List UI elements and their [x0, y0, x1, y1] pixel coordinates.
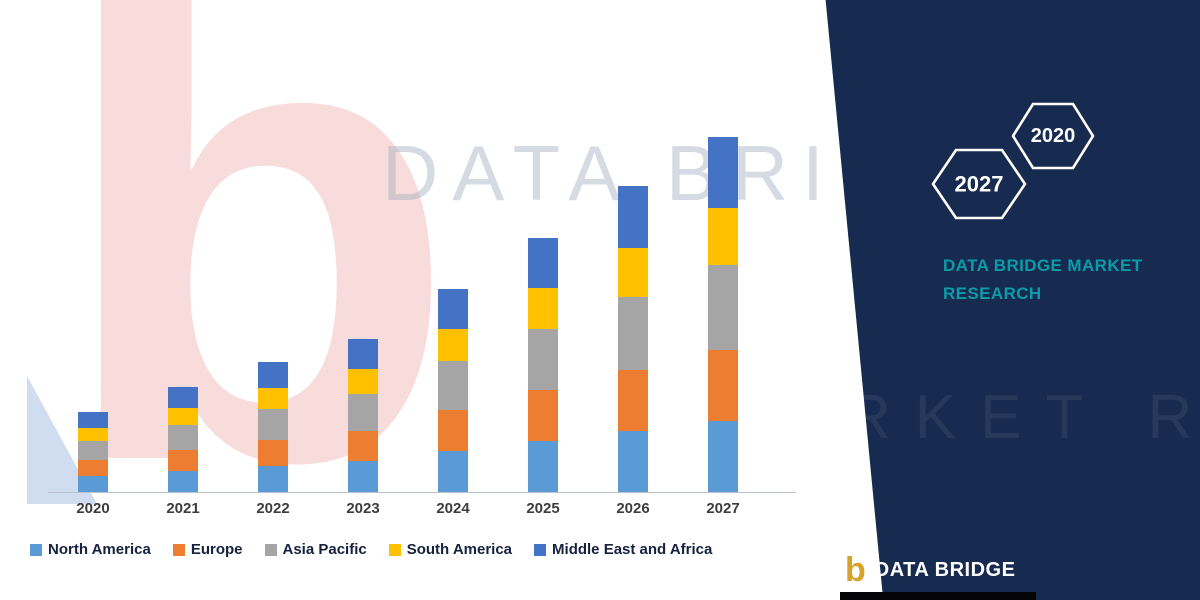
x-axis-label-2020: 2020: [76, 500, 110, 517]
legend-label: Asia Pacific: [282, 541, 367, 558]
bar-segment-north-america: [258, 466, 288, 492]
hexagon-2027-label: 2027: [955, 172, 1004, 197]
stacked-bar-2023: [348, 339, 378, 492]
bar-segment-north-america: [78, 476, 108, 492]
brand-title-line2: RESEARCH: [943, 284, 1042, 304]
legend-marker-icon: [264, 543, 277, 556]
bar-segment-asia-pacific: [78, 441, 108, 460]
x-axis-label-2024: 2024: [436, 500, 470, 517]
bar-segment-north-america: [438, 451, 468, 492]
bar-segment-south-america: [438, 329, 468, 361]
legend-item-north-america: North America: [30, 541, 151, 558]
x-axis-label-2026: 2026: [616, 500, 650, 517]
bar-segment-asia-pacific: [528, 329, 558, 390]
bar-segment-middle-east-and-africa: [438, 289, 468, 329]
x-axis-labels: 2020 2021 2022 2023 2024 2025 2026 2027: [55, 500, 790, 522]
legend-label: South America: [406, 541, 513, 558]
bar-segment-europe: [78, 460, 108, 476]
legend-item-south-america: South America: [388, 541, 513, 558]
footer-brand: b DATA BRIDGE: [845, 553, 1015, 587]
bar-segment-middle-east-and-africa: [348, 339, 378, 369]
bar-segment-asia-pacific: [168, 425, 198, 450]
x-axis-line: [48, 492, 796, 493]
hexagon-2027-outline: [931, 148, 1027, 220]
hexagon-2020-outline: [1011, 102, 1095, 170]
bar-segment-north-america: [528, 441, 558, 492]
bar-segment-europe: [528, 390, 558, 441]
year-hexagons: 2027 2020: [931, 102, 1095, 220]
brand-title: DATA BRIDGE MARKET RESEARCH: [943, 252, 1143, 308]
bar-segment-asia-pacific: [258, 409, 288, 440]
bar-segment-middle-east-and-africa: [258, 362, 288, 388]
bar-segment-europe: [708, 350, 738, 421]
bar-segment-middle-east-and-africa: [708, 137, 738, 208]
bar-segment-south-america: [618, 248, 648, 297]
bar-segment-middle-east-and-africa: [528, 238, 558, 288]
bar-segment-south-america: [78, 428, 108, 441]
bar-segment-south-america: [348, 369, 378, 394]
stacked-bar-2020: [78, 412, 108, 492]
stacked-bar-2026: [618, 186, 648, 492]
legend-item-middle-east-and-africa: Middle East and Africa: [534, 541, 712, 558]
x-axis-label-2027: 2027: [706, 500, 740, 517]
stacked-bar-2021: [168, 387, 198, 492]
footer-black-bar: [840, 592, 1036, 600]
footer-logo-icon: b: [845, 551, 866, 589]
bar-segment-europe: [168, 450, 198, 471]
bar-segment-north-america: [348, 461, 378, 492]
legend-item-europe: Europe: [172, 541, 243, 558]
bar-segment-asia-pacific: [438, 361, 468, 410]
chart-plot-area: [55, 95, 790, 492]
bar-segment-asia-pacific: [708, 265, 738, 350]
legend-marker-icon: [534, 543, 547, 556]
bar-segment-asia-pacific: [618, 297, 648, 370]
stacked-bar-2027: [708, 137, 738, 492]
x-axis-label-2022: 2022: [256, 500, 290, 517]
x-axis-label-2023: 2023: [346, 500, 380, 517]
chart-legend: North America Europe Asia Pacific South Ame…: [30, 541, 712, 558]
bar-segment-north-america: [618, 431, 648, 492]
stacked-bar-2022: [258, 362, 288, 492]
watermark-line2: MARKET RESEARCH: [705, 383, 1200, 452]
stacked-bar-2024: [438, 289, 468, 492]
bar-segment-north-america: [708, 421, 738, 492]
ghost-logo-b-icon: b: [55, 0, 459, 598]
legend-label: Europe: [190, 541, 243, 558]
legend-marker-icon: [172, 543, 185, 556]
bar-segment-middle-east-and-africa: [168, 387, 198, 408]
bar-segment-middle-east-and-africa: [618, 186, 648, 248]
bar-segment-europe: [348, 431, 378, 461]
footer-brand-text: DATA BRIDGE: [874, 558, 1016, 581]
bar-segment-south-america: [708, 208, 738, 265]
hexagon-2020-label: 2020: [1031, 125, 1076, 147]
brand-title-line1: DATA BRIDGE MARKET: [943, 256, 1143, 275]
bar-segment-south-america: [258, 388, 288, 409]
bar-segment-europe: [618, 370, 648, 431]
bar-segment-europe: [438, 410, 468, 451]
legend-label: Middle East and Africa: [552, 541, 713, 558]
bar-segment-middle-east-and-africa: [78, 412, 108, 428]
bar-segment-asia-pacific: [348, 394, 378, 431]
x-axis-label-2021: 2021: [166, 500, 200, 517]
legend-marker-icon: [388, 543, 401, 556]
stacked-bar-2025: [528, 238, 558, 492]
bar-segment-europe: [258, 440, 288, 466]
legend-label: North America: [48, 541, 151, 558]
legend-marker-icon: [30, 543, 42, 556]
legend-item-asia-pacific: Asia Pacific: [264, 541, 367, 558]
bar-segment-south-america: [528, 288, 558, 329]
bar-segment-north-america: [168, 471, 198, 492]
x-axis-label-2025: 2025: [526, 500, 560, 517]
bar-segment-south-america: [168, 408, 198, 425]
